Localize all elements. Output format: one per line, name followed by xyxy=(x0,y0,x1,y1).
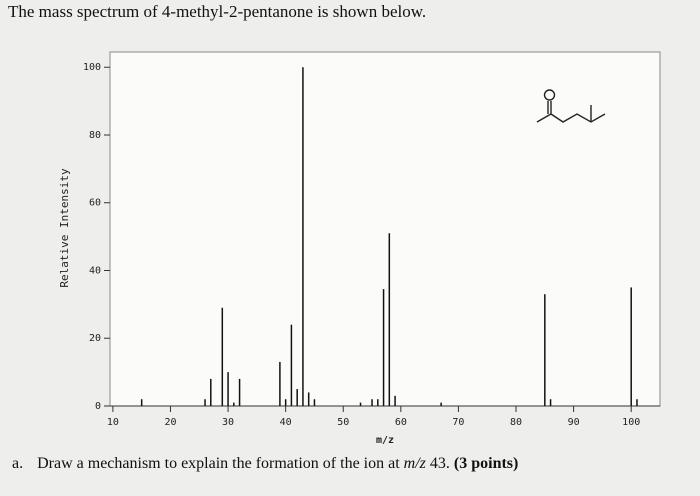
page-title: The mass spectrum of 4-methyl-2-pentanon… xyxy=(8,2,427,21)
question: a. Draw a mechanism to explain the format… xyxy=(12,455,518,473)
molecule-structure xyxy=(536,89,606,123)
plot-frame xyxy=(109,51,661,407)
x-tick-label: 70 xyxy=(452,417,464,428)
x-tick-label: 80 xyxy=(510,417,522,428)
question-text: Draw a mechanism to explain the formatio… xyxy=(37,455,400,472)
x-tick-label: 20 xyxy=(164,417,176,428)
x-tick-label: 60 xyxy=(395,417,407,428)
question-mz: m/z xyxy=(403,455,426,472)
y-tick-label: 0 xyxy=(95,401,101,412)
x-tick-label: 10 xyxy=(107,417,119,428)
y-tick-label: 80 xyxy=(89,130,101,141)
x-tick-label: 30 xyxy=(222,417,234,428)
y-axis-label: Relative Intensity xyxy=(58,168,71,288)
x-tick-label: 90 xyxy=(568,417,580,428)
chart: Relative Intensity m/z 0 20 40 60 80 100 10 20 3… xyxy=(58,51,661,446)
x-axis-label: m/z xyxy=(376,435,394,446)
x-tick-label: 50 xyxy=(337,417,349,428)
x-tick-label: 100 xyxy=(622,417,640,428)
y-tick-label: 60 xyxy=(89,198,101,209)
y-tick-label: 100 xyxy=(83,62,101,73)
y-tick-label: 40 xyxy=(89,265,101,276)
y-tick-label: 20 xyxy=(89,333,101,344)
question-number: 43. xyxy=(429,455,450,472)
question-points: (3 points) xyxy=(453,455,519,472)
question-label: a. xyxy=(12,455,24,472)
x-tick-label: 40 xyxy=(280,417,292,428)
